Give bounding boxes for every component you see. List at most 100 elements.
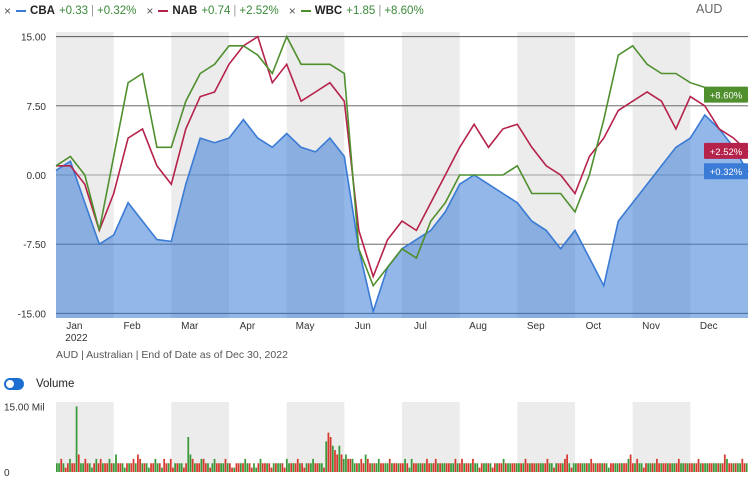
volume-bar — [432, 463, 435, 472]
close-icon[interactable]: × — [288, 4, 296, 18]
volume-bar — [318, 463, 321, 472]
volume-bar — [539, 463, 542, 472]
volume-bar — [502, 458, 505, 472]
volume-bar — [627, 458, 630, 472]
volume-bar — [239, 463, 242, 472]
x-tick-label: Jun — [355, 321, 371, 332]
volume-bar — [320, 463, 323, 472]
volume-bar — [386, 463, 389, 472]
volume-bar — [393, 463, 395, 472]
volume-bar — [515, 463, 518, 472]
volume-bar — [213, 458, 216, 472]
close-icon[interactable]: × — [4, 4, 12, 18]
volume-bar — [702, 463, 704, 472]
volume-bar — [244, 458, 247, 472]
volume-bar — [82, 463, 85, 472]
volume-bar — [461, 458, 463, 472]
x-tick-label: Mar — [181, 321, 199, 332]
y-tick-label: 15.00 — [21, 33, 46, 44]
volume-bar — [469, 463, 472, 472]
volume-bar — [712, 463, 715, 472]
volume-bar — [301, 463, 304, 472]
volume-bar — [686, 463, 689, 472]
volume-bar — [75, 406, 78, 472]
volume-bar — [377, 458, 380, 472]
legend-item-wbc[interactable]: × WBC +1.85 | +8.60% — [289, 4, 424, 18]
volume-bar — [564, 458, 566, 472]
volume-bar — [662, 463, 665, 472]
volume-bar — [329, 437, 332, 472]
volume-bar — [715, 463, 717, 472]
legend-item-cba[interactable]: × CBA +0.33 | +0.32% — [4, 4, 136, 18]
volume-bar — [647, 463, 650, 472]
x-tick-label: May — [296, 321, 315, 332]
volume-bar — [101, 463, 104, 472]
chart-subtitle: AUD | Australian | End of Date as of Dec… — [56, 349, 288, 361]
end-label-wbc: +8.60% — [704, 86, 748, 103]
legend-swatch — [16, 10, 27, 12]
volume-bar — [548, 463, 551, 472]
legend-separator: | — [378, 5, 382, 17]
volume-bar — [572, 463, 575, 472]
volume-bar — [246, 463, 249, 472]
volume-bar — [691, 463, 693, 472]
volume-bar — [717, 463, 720, 472]
volume-bar — [382, 463, 385, 472]
x-tick-label: Dec — [700, 321, 718, 332]
volume-bar — [147, 467, 150, 472]
legend-swatch — [158, 10, 169, 12]
volume-bar — [555, 463, 558, 472]
volume-bar — [250, 467, 253, 472]
legend-item-nab[interactable]: × NAB +0.74 | +2.52% — [146, 4, 278, 18]
volume-bar — [97, 463, 100, 472]
volume-bar — [410, 458, 413, 472]
volume-bar — [603, 463, 606, 472]
volume-bar — [172, 467, 174, 472]
volume-bar — [193, 463, 196, 472]
volume-bar — [610, 463, 612, 472]
volume-bar — [233, 467, 236, 472]
volume-bar — [406, 463, 409, 472]
volume-bar — [682, 463, 685, 472]
close-icon[interactable]: × — [146, 4, 154, 18]
volume-bar — [684, 463, 687, 472]
volume-bar — [237, 463, 240, 472]
volume-bar — [642, 467, 645, 472]
end-label-text: +2.52% — [710, 147, 743, 158]
volume-bar — [458, 463, 461, 472]
volume-bar — [581, 463, 584, 472]
volume-bar — [395, 463, 398, 472]
volume-bar — [529, 463, 531, 472]
volume-bar — [671, 463, 674, 472]
volume-bar — [391, 463, 393, 472]
volume-toggle[interactable]: Volume — [4, 378, 74, 390]
volume-bar — [334, 450, 336, 472]
volume-bar — [607, 467, 610, 472]
volume-bar — [132, 458, 135, 472]
volume-bar — [202, 458, 205, 472]
volume-bar — [224, 458, 227, 472]
volume-bar — [592, 463, 595, 472]
volume-bar — [143, 463, 146, 472]
currency-selector[interactable]: AUD — [696, 2, 723, 16]
end-label-nab: +2.52% — [704, 142, 748, 159]
end-label-cba: +0.32% — [704, 163, 748, 180]
volume-bar — [553, 467, 555, 472]
volume-bar — [656, 458, 658, 472]
volume-bar — [583, 463, 586, 472]
volume-month-band — [171, 402, 229, 472]
volume-bar — [231, 467, 233, 472]
volume-bar — [699, 463, 702, 472]
toggle-switch-icon[interactable] — [4, 378, 24, 390]
legend-percent: +0.32% — [97, 5, 137, 17]
volume-bar — [664, 463, 667, 472]
volume-bar — [336, 454, 339, 472]
y-tick-label: -15.00 — [18, 309, 47, 320]
volume-bar — [58, 463, 60, 472]
volume-bar — [430, 463, 433, 472]
volume-bar — [721, 463, 724, 472]
series-line-nab — [56, 35, 749, 279]
volume-bar — [342, 458, 345, 472]
volume-bar — [176, 463, 179, 472]
volume-bar — [623, 463, 625, 472]
